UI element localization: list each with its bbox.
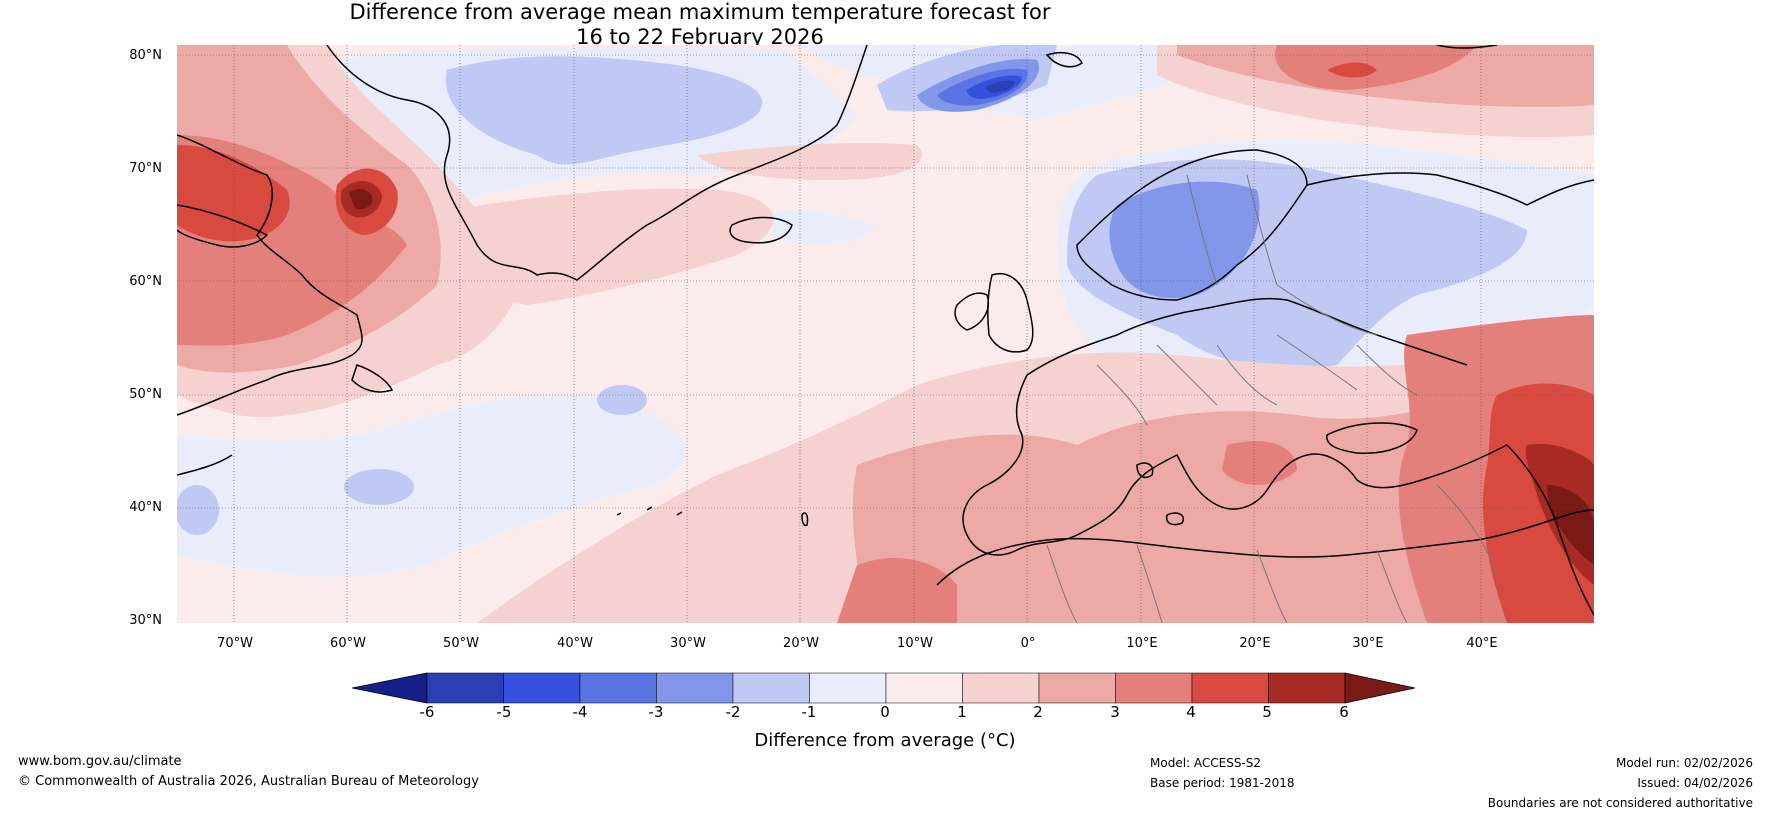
colorbar-segment xyxy=(732,672,810,704)
coastlines xyxy=(177,45,1594,616)
lon-label-20e: 20°E xyxy=(1239,636,1271,651)
copyright-text: © Commonwealth of Australia 2026, Austra… xyxy=(18,774,479,789)
title-line-1: Difference from average mean maximum tem… xyxy=(349,0,1051,24)
colorbar-tick-6: 6 xyxy=(1339,703,1349,721)
colorbar-segment xyxy=(503,672,581,704)
colorbar-segment xyxy=(1268,672,1346,704)
lon-label-10w: 10°W xyxy=(897,636,933,651)
colorbar-tick-1: 1 xyxy=(957,703,967,721)
website-link[interactable]: www.bom.gov.au/climate xyxy=(18,754,182,769)
lon-label-0: 0° xyxy=(1020,636,1036,651)
disclaimer-text: Boundaries are not considered authoritat… xyxy=(1487,796,1753,810)
colorbar-segment xyxy=(656,672,734,704)
lat-label-80n: 80°N xyxy=(129,48,162,63)
anomaly-layer-plus-4-to-6 xyxy=(177,62,1594,623)
colorbar-segment xyxy=(1191,672,1269,704)
colorbar-tick-0: 0 xyxy=(880,703,890,721)
colorbar-segment xyxy=(579,672,657,704)
colorbar-segment xyxy=(1115,672,1193,704)
colorbar-tick-4: 4 xyxy=(1186,703,1196,721)
country-borders xyxy=(1046,174,1498,623)
lat-label-30n: 30°N xyxy=(129,613,162,628)
colorbar-tick-minus-3: -3 xyxy=(648,703,664,721)
lon-label-20w: 20°W xyxy=(783,636,819,651)
lat-label-60n: 60°N xyxy=(129,274,162,289)
lon-label-30w: 30°W xyxy=(670,636,706,651)
issued-text: Issued: 04/02/2026 xyxy=(1637,776,1753,790)
colorbar xyxy=(352,672,1416,704)
colorbar-tick-minus-5: -5 xyxy=(496,703,512,721)
lat-label-40n: 40°N xyxy=(129,500,162,515)
colorbar-extend-high xyxy=(1344,672,1416,704)
lon-label-40w: 40°W xyxy=(557,636,593,651)
model-text: Model: ACCESS-S2 xyxy=(1150,756,1262,770)
colorbar-tick-minus-6: -6 xyxy=(419,703,435,721)
lon-label-50w: 50°W xyxy=(443,636,479,651)
colorbar-tick-5: 5 xyxy=(1262,703,1272,721)
map-title: Difference from average mean maximum tem… xyxy=(0,0,1400,50)
anomaly-layer-minus-3-to-5 xyxy=(917,59,1260,299)
lon-label-70w: 70°W xyxy=(217,636,253,651)
lon-label-30e: 30°E xyxy=(1352,636,1384,651)
anomaly-map xyxy=(177,45,1594,623)
colorbar-tick-minus-1: -1 xyxy=(801,703,817,721)
lon-label-60w: 60°W xyxy=(330,636,366,651)
colorbar-segment xyxy=(885,672,963,704)
lat-label-50n: 50°N xyxy=(129,387,162,402)
colorbar-tick-3: 3 xyxy=(1110,703,1120,721)
base-period-text: Base period: 1981-2018 xyxy=(1150,776,1295,790)
colorbar-extend-low xyxy=(352,672,428,704)
colorbar-segment xyxy=(426,672,504,704)
colorbar-title: Difference from average (°C) xyxy=(754,730,1016,751)
colorbar-tick-minus-4: -4 xyxy=(572,703,588,721)
gridlines xyxy=(177,45,1594,623)
lon-label-10e: 10°E xyxy=(1126,636,1158,651)
colorbar-tick-2: 2 xyxy=(1033,703,1043,721)
lat-label-70n: 70°N xyxy=(129,161,162,176)
colorbar-tick-minus-2: -2 xyxy=(725,703,741,721)
model-run-text: Model run: 02/02/2026 xyxy=(1615,756,1753,770)
colorbar-segment xyxy=(809,672,887,704)
colorbar-segment xyxy=(1038,672,1116,704)
colorbar-segment xyxy=(962,672,1040,704)
lon-label-40e: 40°E xyxy=(1466,636,1498,651)
